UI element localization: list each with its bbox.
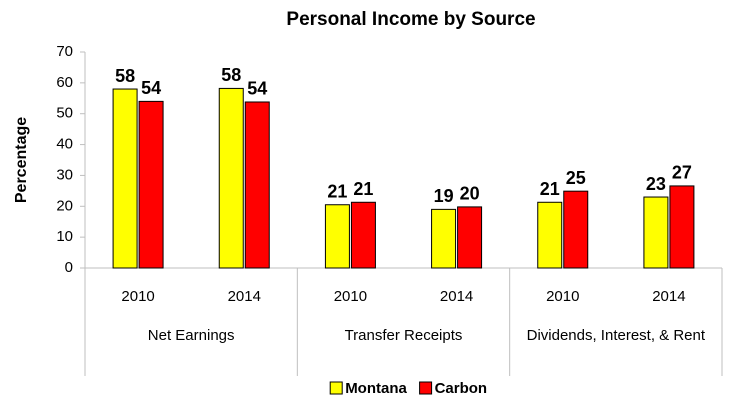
x-tick-label: 2010 — [546, 288, 579, 305]
bar — [244, 101, 270, 269]
data-label: 54 — [247, 79, 267, 99]
bar — [138, 100, 164, 269]
group-label: Net Earnings — [147, 327, 235, 344]
bar — [669, 185, 695, 269]
legend-label: Montana — [345, 380, 407, 397]
data-label: 25 — [566, 168, 586, 188]
data-label: 23 — [646, 174, 666, 194]
data-label: 21 — [540, 179, 560, 199]
x-tick-label: 2014 — [440, 288, 473, 305]
y-tick-label: 10 — [56, 228, 73, 245]
legend-label: Carbon — [435, 380, 488, 397]
legend-swatch — [329, 381, 343, 395]
chart-title: Personal Income by Source — [286, 9, 535, 30]
y-tick-label: 60 — [56, 74, 73, 91]
bar — [537, 201, 563, 269]
bar — [431, 208, 457, 269]
bar — [218, 87, 244, 269]
x-tick-label: 2014 — [652, 288, 685, 305]
group-label: Dividends, Interest, & Rent — [526, 327, 706, 344]
y-tick-label: 40 — [56, 136, 73, 153]
y-tick-label: 0 — [65, 259, 73, 276]
data-label: 54 — [141, 78, 161, 98]
bar — [324, 204, 350, 269]
bar — [350, 201, 376, 269]
bar — [563, 190, 589, 269]
bar — [112, 88, 138, 269]
bar — [457, 206, 483, 269]
x-tick-label: 2010 — [121, 288, 154, 305]
data-label: 58 — [221, 65, 241, 85]
data-label: 20 — [460, 184, 480, 204]
data-label: 27 — [672, 163, 692, 183]
y-tick-label: 70 — [56, 43, 73, 60]
group-label: Transfer Receipts — [344, 327, 463, 344]
bar — [643, 196, 669, 269]
x-tick-label: 2014 — [228, 288, 261, 305]
y-tick-label: 50 — [56, 105, 73, 122]
data-label: 58 — [115, 66, 135, 86]
legend-swatch — [419, 381, 433, 395]
data-label: 19 — [434, 186, 454, 206]
y-tick-label: 20 — [56, 197, 73, 214]
y-axis-label: Percentage — [13, 117, 30, 203]
x-tick-label: 2010 — [334, 288, 367, 305]
data-label: 21 — [327, 181, 347, 201]
y-tick-label: 30 — [56, 166, 73, 183]
data-label: 21 — [353, 179, 373, 199]
